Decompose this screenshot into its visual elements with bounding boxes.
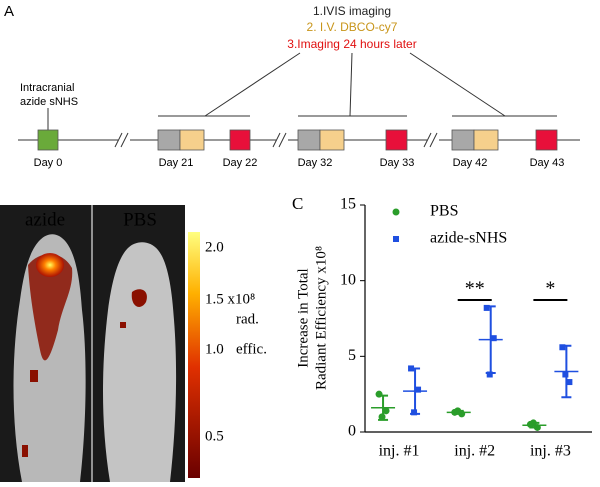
point bbox=[486, 371, 493, 378]
day-label: Day 0 bbox=[34, 157, 63, 169]
legend-marker bbox=[392, 208, 400, 216]
note: Intracranial bbox=[20, 82, 74, 94]
image-label: PBS bbox=[123, 209, 157, 230]
colorbar bbox=[188, 232, 200, 478]
step: 2. I.V. DBCO-cy7 bbox=[307, 20, 398, 34]
colorbar-title: rad. bbox=[236, 311, 259, 327]
legend-label: azide-sNHS bbox=[430, 230, 507, 247]
step: 1.IVIS imaging bbox=[313, 4, 391, 18]
image-label: azide bbox=[25, 209, 65, 230]
colorbar-tick: 0.5 bbox=[205, 428, 224, 444]
point bbox=[454, 407, 462, 415]
point bbox=[483, 304, 490, 311]
legend-marker bbox=[393, 236, 399, 242]
y-tick-label: 15 bbox=[340, 196, 356, 213]
panel-b: B azide PBS 2.0 1.5 x10⁸ rad. 1.0 effic.… bbox=[0, 201, 267, 482]
colorbar-title: effic. bbox=[236, 341, 267, 357]
point bbox=[562, 371, 569, 378]
significance-label: * bbox=[545, 278, 555, 300]
note: azide sNHS bbox=[20, 96, 78, 108]
day-label: Day 22 bbox=[223, 157, 258, 169]
significance-label: ** bbox=[465, 278, 485, 300]
y-axis-label: Radiant Efficiency x10⁸ bbox=[313, 246, 329, 390]
day-label: Day 33 bbox=[380, 157, 415, 169]
day-label: Day 43 bbox=[530, 157, 565, 169]
x-tick-label: inj. #3 bbox=[530, 443, 571, 460]
day-label: Day 42 bbox=[453, 157, 488, 169]
point bbox=[533, 423, 541, 431]
point bbox=[490, 335, 497, 342]
point bbox=[382, 407, 390, 415]
point bbox=[559, 344, 566, 351]
point bbox=[566, 379, 573, 386]
point bbox=[415, 386, 422, 393]
panel-c: C Increase in Total Radiant Efficiency x… bbox=[292, 194, 592, 460]
point bbox=[378, 413, 386, 421]
point bbox=[408, 365, 415, 372]
point bbox=[529, 419, 537, 427]
day-label: Day 32 bbox=[298, 157, 333, 169]
y-tick-label: 5 bbox=[348, 347, 356, 364]
mouse bbox=[103, 242, 177, 482]
x-tick-label: inj. #2 bbox=[454, 443, 495, 460]
panel-a: A 1.IVIS imaging 2. I.V. DBCO-cy7 3.Imag… bbox=[4, 3, 580, 169]
panel-label: A bbox=[4, 3, 14, 20]
colorbar-tick: 2.0 bbox=[205, 239, 224, 255]
colorbar-tick: 1.0 bbox=[205, 341, 224, 357]
x-tick-label: inj. #1 bbox=[379, 443, 420, 460]
panel-label: C bbox=[292, 194, 303, 213]
step: 3.Imaging 24 hours later bbox=[287, 37, 416, 51]
day-label: Day 21 bbox=[159, 157, 194, 169]
y-axis-label: Increase in Total bbox=[295, 268, 311, 367]
timeline-boxes bbox=[37, 129, 558, 151]
y-tick-label: 10 bbox=[340, 271, 356, 288]
legend-label: PBS bbox=[430, 203, 458, 220]
point bbox=[411, 409, 418, 416]
y-tick-label: 0 bbox=[348, 423, 356, 440]
point bbox=[375, 390, 383, 398]
colorbar-tick: 1.5 x10⁸ bbox=[205, 291, 255, 307]
